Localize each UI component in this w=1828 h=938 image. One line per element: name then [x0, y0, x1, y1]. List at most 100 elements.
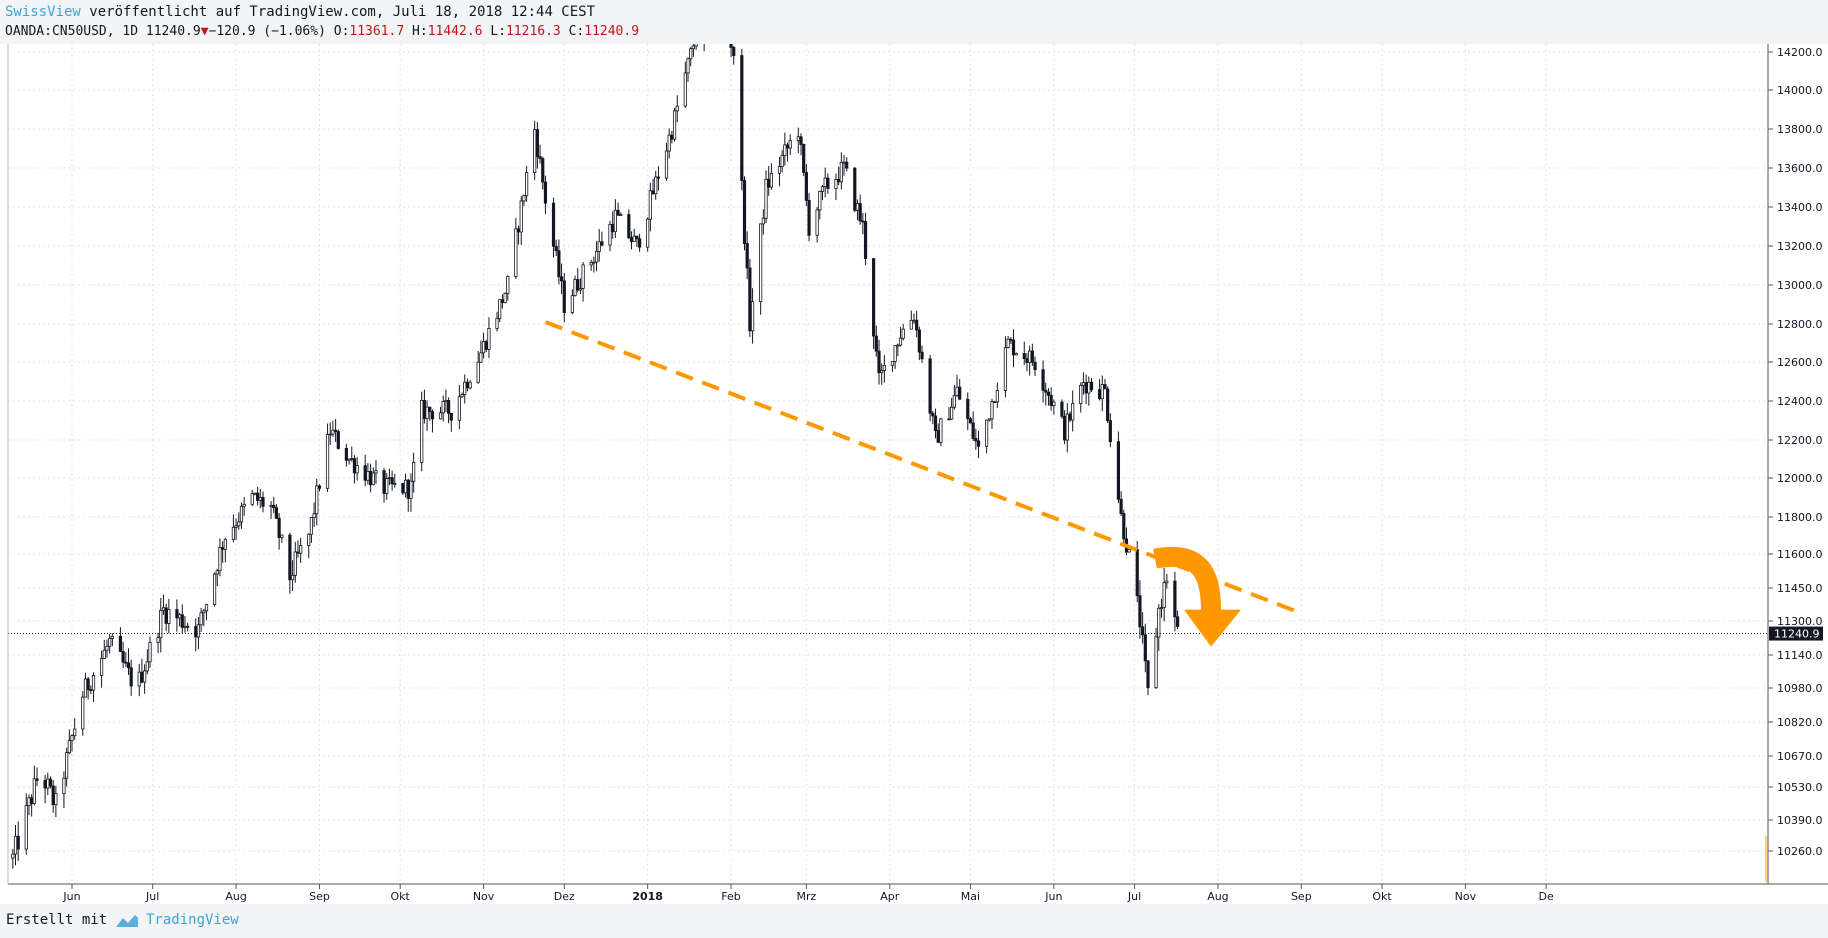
candle-body: [535, 129, 539, 157]
candle-body: [307, 533, 311, 546]
candle-body: [105, 645, 109, 651]
candle-body: [767, 178, 771, 188]
x-tick-label: Jul: [1127, 890, 1141, 903]
candle-body: [901, 328, 905, 339]
close-value: 11240.9: [584, 24, 640, 39]
candle-body: [186, 625, 190, 628]
candle-body: [987, 418, 991, 421]
candle-body: [729, 44, 733, 48]
candle-body: [1003, 347, 1008, 391]
candle-body: [855, 203, 860, 211]
tradingview-logo-icon: [116, 915, 138, 927]
candle-body: [826, 177, 830, 189]
candle-body: [199, 612, 203, 626]
x-tick-label: Apr: [880, 890, 900, 903]
candle-body: [670, 134, 674, 140]
candle-body: [780, 155, 784, 167]
candle-body: [290, 574, 295, 581]
candle-body: [656, 176, 661, 179]
candle-body: [449, 412, 453, 421]
candle-body: [183, 625, 187, 628]
candle-body: [1081, 382, 1086, 386]
candle-body: [393, 483, 397, 485]
candle-body: [1011, 339, 1016, 356]
x-tick-label: Aug: [225, 890, 246, 903]
candle-body: [468, 381, 472, 389]
candle-body: [1141, 626, 1145, 636]
candle-body: [156, 637, 160, 643]
candle-body: [742, 180, 747, 244]
candle-body: [761, 217, 765, 225]
candle-body: [950, 406, 954, 420]
candle-body: [344, 448, 348, 461]
candle-body: [194, 626, 198, 638]
candle-body: [1154, 636, 1158, 689]
y-tick-label: 13400.0: [1777, 201, 1823, 214]
candle-body: [231, 526, 235, 540]
y-tick-label: 13800.0: [1777, 123, 1823, 136]
candle-body: [1122, 513, 1126, 540]
last-price-tag-label: 11240.9: [1774, 628, 1820, 641]
candle-body: [484, 341, 488, 350]
candle-body: [140, 671, 144, 683]
tradingview-link[interactable]: TradingView: [146, 912, 239, 928]
candle-body: [350, 458, 354, 460]
candle-body: [802, 144, 806, 173]
candle-body: [65, 752, 69, 779]
x-tick-label: Jun: [62, 890, 80, 903]
candle-body: [406, 479, 410, 499]
candle-body: [1030, 350, 1034, 363]
price-chart[interactable]: 11240.9 10260.0 10390.0 10530.0 10670.0 1082…: [0, 44, 1828, 904]
candle-body: [1175, 616, 1180, 627]
candle-body: [479, 352, 483, 363]
candle-body: [16, 835, 20, 850]
candle-body: [457, 396, 461, 421]
candle-body: [788, 140, 792, 149]
candle-body: [444, 400, 448, 403]
candle-body: [745, 243, 749, 269]
candle-body: [99, 658, 104, 676]
chart-axes: 10260.0 10390.0 10530.0 10670.0 10820.0 10980…: [7, 44, 1828, 903]
y-tick-label: 13200.0: [1777, 240, 1823, 253]
x-tick-label: Jul: [145, 890, 159, 903]
candle-body: [476, 361, 480, 383]
candle-body: [1063, 415, 1067, 441]
author-link[interactable]: SwissView: [5, 4, 81, 20]
y-tick-label: 13000.0: [1777, 279, 1823, 292]
y-tick-label: 14200.0: [1777, 46, 1823, 59]
x-tick-label: Sep: [1291, 890, 1312, 903]
candle-body: [947, 418, 951, 421]
candle-body: [853, 167, 857, 211]
candle-body: [175, 609, 179, 619]
candle-body: [325, 434, 330, 489]
down-triangle-icon: ▼: [200, 24, 209, 39]
candle-body: [807, 200, 811, 236]
candle-body: [514, 228, 518, 277]
candle-body: [740, 55, 744, 181]
candle-body: [985, 419, 989, 447]
candle-body: [629, 237, 634, 242]
candle-body: [250, 493, 254, 505]
candle-body: [683, 72, 687, 107]
curved-arrow-shaft: [1153, 546, 1222, 612]
candle-body: [81, 696, 85, 730]
candle-body: [933, 415, 938, 432]
candle-body: [288, 534, 292, 581]
candle-body: [48, 778, 53, 787]
candle-body: [611, 223, 615, 233]
candle-body: [441, 401, 445, 414]
candle-body: [43, 780, 47, 789]
candle-body: [366, 471, 370, 481]
candle-body: [110, 635, 114, 639]
candle-body: [1135, 549, 1139, 597]
candle-body: [1044, 389, 1048, 393]
candle-body: [909, 319, 913, 330]
candle-body: [35, 778, 39, 781]
candle-body: [1138, 595, 1142, 628]
candle-body: [917, 329, 921, 353]
last-price-tag: [1769, 626, 1823, 641]
candle-body: [1100, 384, 1104, 400]
candle-body: [1097, 389, 1102, 400]
candle-body: [272, 504, 276, 509]
candle-body: [223, 538, 227, 550]
